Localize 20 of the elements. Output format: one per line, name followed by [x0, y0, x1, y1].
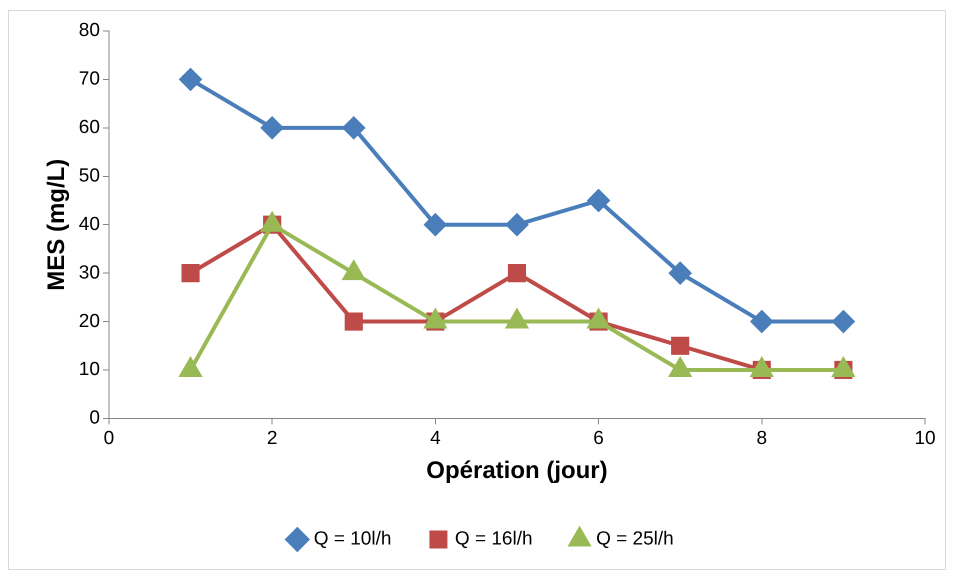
legend-label: Q = 16l/h [454, 528, 533, 550]
y-tick-label: 10 [78, 359, 100, 380]
x-tick-label: 8 [756, 428, 768, 450]
x-tick-label: 0 [104, 428, 114, 450]
y-axis-title: MES (mg/L) [43, 158, 70, 291]
x-tick-label: 2 [266, 428, 278, 450]
x-tick-label: 6 [593, 428, 604, 450]
y-tick-label: 60 [78, 117, 100, 138]
y-tick-label: 40 [78, 214, 100, 235]
y-tick-label: 0 [89, 408, 100, 429]
y-tick-label: 20 [78, 310, 100, 332]
legend-label: Q = 10l/h [314, 528, 392, 550]
x-tick-label: 4 [430, 428, 442, 450]
y-tick-label: 80 [78, 20, 100, 42]
x-axis-title: Opération (jour) [426, 457, 608, 484]
y-tick-label: 30 [78, 262, 100, 284]
x-tick-label: 10 [914, 428, 936, 450]
legend-label: Q = 25l/h [596, 528, 674, 550]
y-tick-label: 50 [78, 166, 100, 187]
y-tick-label: 70 [78, 68, 100, 90]
